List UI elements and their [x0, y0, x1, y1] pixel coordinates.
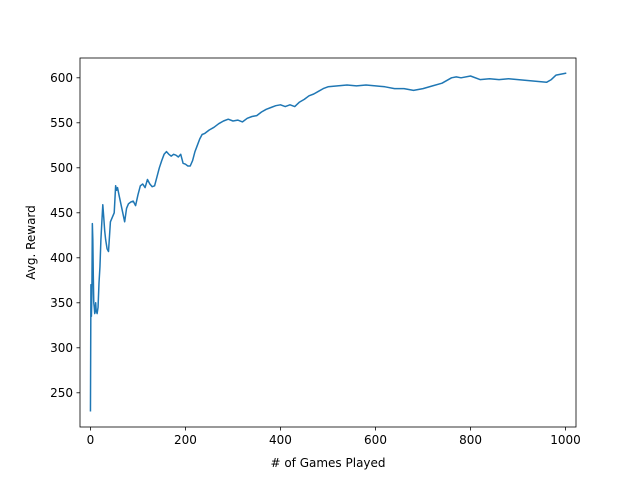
plot-area: [89, 72, 567, 412]
x-axis-label: # of Games Played: [270, 456, 385, 470]
y-tick-label: 400: [50, 251, 73, 265]
x-tick-label: 1000: [550, 433, 581, 447]
x-tick-label: 800: [459, 433, 482, 447]
y-axis-label: Avg. Reward: [24, 205, 38, 280]
y-tick-label: 550: [50, 116, 73, 130]
y-axis-ticks: 250 300 350 400 450 500 550 600: [50, 71, 80, 400]
x-tick-label: 0: [87, 433, 95, 447]
y-tick-label: 350: [50, 296, 73, 310]
y-tick-label: 300: [50, 341, 73, 355]
series-line: [89, 72, 567, 412]
y-tick-label: 500: [50, 161, 73, 175]
x-tick-label: 400: [269, 433, 292, 447]
y-tick-label: 600: [50, 71, 73, 85]
y-tick-label: 450: [50, 206, 73, 220]
axes-frame: [79, 57, 577, 428]
x-tick-label: 200: [174, 433, 197, 447]
x-axis-ticks: 0 200 400 600 800 1000: [87, 427, 581, 447]
x-tick-label: 600: [364, 433, 387, 447]
y-tick-label: 250: [50, 386, 73, 400]
